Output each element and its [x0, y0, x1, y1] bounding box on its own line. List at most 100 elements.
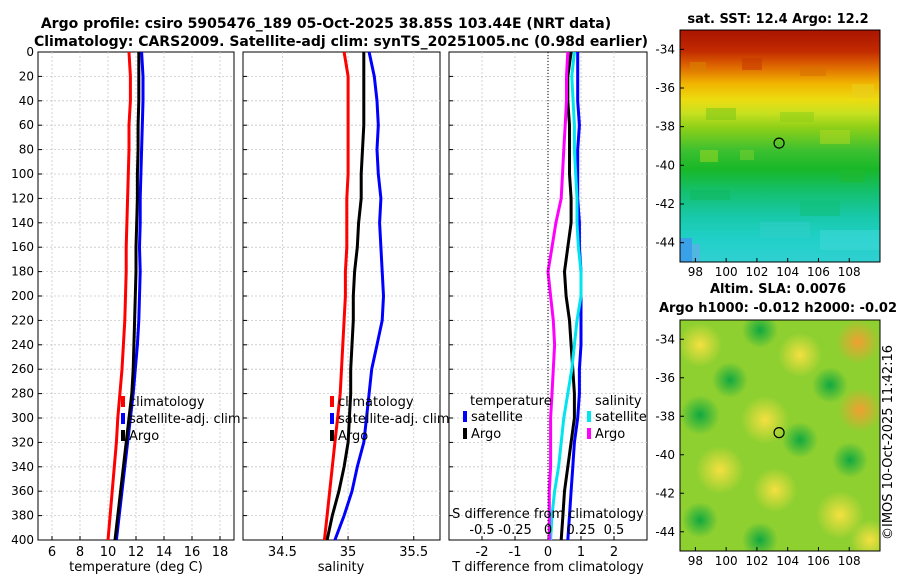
map-x-tick-label: 102 [745, 265, 768, 279]
x-tick-label: -2 [476, 545, 489, 560]
s-difference-tick-label: -0.5 [469, 523, 494, 538]
y-tick-label: 320 [11, 435, 34, 449]
map-y-tick-label: -34 [655, 332, 675, 346]
sla-map-title-line2: Argo h1000: -0.012 h2000: -0.02 [659, 301, 897, 316]
map-y-tick-label: -44 [655, 525, 675, 539]
legend-label-temp-satellite: satellite [471, 410, 523, 425]
map-x-tick-label: 104 [776, 265, 799, 279]
legend-swatch-sal-satellite [587, 411, 591, 422]
salinity-axis-label: salinity [318, 560, 365, 575]
legend-label-satellite-adj: satellite-adj. clim [338, 412, 450, 427]
map-y-tick-label: -38 [655, 120, 675, 134]
map-x-tick-label: 102 [745, 554, 768, 568]
temperature-legend: climatology satellite-adj. clim Argo [121, 395, 241, 444]
y-tick-label: 60 [19, 118, 34, 132]
legend-swatch-sal-argo [587, 428, 591, 439]
legend-swatch-argo [330, 430, 334, 441]
y-tick-label: 40 [19, 94, 34, 108]
y-tick-label: 180 [11, 265, 34, 279]
y-tick-label: 220 [11, 313, 34, 327]
legend-label-argo: Argo [338, 429, 368, 444]
s-difference-tick-label: 0.25 [567, 523, 596, 538]
y-tick-label: 400 [11, 533, 34, 547]
s-difference-tick-label: 0 [544, 523, 552, 538]
sla-map: Altim. SLA: 0.0076 Argo h1000: -0.012 h2… [655, 282, 897, 568]
y-tick-label: 260 [11, 362, 34, 376]
map-x-tick-label: 106 [807, 554, 830, 568]
sla-eddies [680, 320, 880, 551]
legend-swatch-argo [121, 430, 125, 441]
y-tick-label: 100 [11, 167, 34, 181]
sst-blue-patch [680, 238, 692, 262]
legend-swatch-climatology [121, 396, 125, 407]
legend-heading-salinity: salinity [595, 394, 642, 409]
legend-label-satellite-adj: satellite-adj. clim [129, 412, 241, 427]
x-tick-label: 18 [212, 545, 229, 560]
map-y-tick-label: -36 [655, 371, 675, 385]
x-tick-label: 14 [156, 545, 173, 560]
y-tick-label: 20 [19, 69, 34, 83]
legend-swatch-temp-satellite [463, 411, 467, 422]
figure-title-line1: Argo profile: csiro 5905476_189 05-Oct-2… [41, 16, 611, 32]
x-tick-label: 8 [76, 545, 84, 560]
map-x-tick-label: 98 [688, 554, 703, 568]
s-difference-tick-label: -0.25 [498, 523, 532, 538]
map-y-tick-label: -36 [655, 81, 675, 95]
sst-argo-location-marker [773, 137, 785, 149]
map-y-tick-label: -38 [655, 409, 675, 423]
series-line-climatology [322, 51, 350, 541]
difference-legend: temperature satellite Argo salinity sate… [463, 394, 647, 442]
x-tick-label: 35.5 [399, 545, 428, 560]
x-tick-label: 35 [340, 545, 357, 560]
y-tick-label: 340 [11, 460, 34, 474]
legend-swatch-climatology [330, 396, 334, 407]
map-y-tick-label: -42 [655, 486, 675, 500]
y-tick-label: 80 [19, 143, 34, 157]
series-line-argo [113, 52, 141, 541]
x-tick-label: -1 [509, 545, 522, 560]
y-tick-label: 140 [11, 216, 34, 230]
sla-map-frame [679, 319, 881, 552]
map-x-tick-label: 100 [715, 554, 738, 568]
legend-label-climatology: climatology [338, 395, 414, 410]
legend-heading-temperature: temperature [470, 394, 552, 409]
map-x-tick-label: 104 [776, 554, 799, 568]
x-tick-label: 10 [100, 545, 117, 560]
legend-label-sal-argo: Argo [595, 427, 625, 442]
series-line-satellite-adj-clim [333, 51, 385, 541]
sla-argo-location-marker [773, 427, 785, 439]
legend-swatch-temp-argo [463, 428, 467, 439]
series-line-climatology [106, 51, 132, 541]
s-difference-tick-label: 0.5 [604, 523, 625, 538]
sst-map-title: sat. SST: 12.4 Argo: 12.2 [687, 12, 868, 27]
legend-label-climatology: climatology [129, 395, 205, 410]
temperature-axis-label: temperature (deg C) [69, 560, 203, 575]
x-tick-label: 2 [610, 545, 618, 560]
sst-map-frame [679, 29, 881, 263]
y-tick-label: 280 [11, 387, 34, 401]
x-tick-label: 6 [48, 545, 56, 560]
map-y-tick-label: -42 [655, 197, 675, 211]
figure-title-line2: Climatology: CARS2009. Satellite-adj cli… [34, 34, 648, 50]
map-y-tick-label: -40 [655, 158, 675, 172]
legend-label-sal-satellite: satellite [595, 410, 647, 425]
map-y-tick-label: -34 [655, 42, 675, 56]
sst-texture [690, 58, 880, 250]
legend-swatch-satellite-adj [330, 413, 334, 424]
map-x-tick-label: 100 [715, 265, 738, 279]
legend-label-temp-argo: Argo [471, 427, 501, 442]
x-tick-label: 34.5 [268, 545, 297, 560]
x-tick-label: 1 [577, 545, 585, 560]
legend-label-argo: Argo [129, 429, 159, 444]
series-line-salinity-argo [546, 51, 570, 540]
y-tick-label: 120 [11, 191, 34, 205]
sst-map: sat. SST: 12.4 Argo: 12.2 [655, 12, 881, 279]
y-tick-label: 360 [11, 484, 34, 498]
y-tick-label: 0 [26, 45, 34, 59]
x-tick-label: 0 [544, 545, 552, 560]
s-difference-axis-label: S difference from climatology [452, 507, 644, 522]
y-tick-label: 200 [11, 289, 34, 303]
map-x-tick-label: 108 [838, 265, 861, 279]
series-line-temperature-argo [559, 51, 576, 541]
